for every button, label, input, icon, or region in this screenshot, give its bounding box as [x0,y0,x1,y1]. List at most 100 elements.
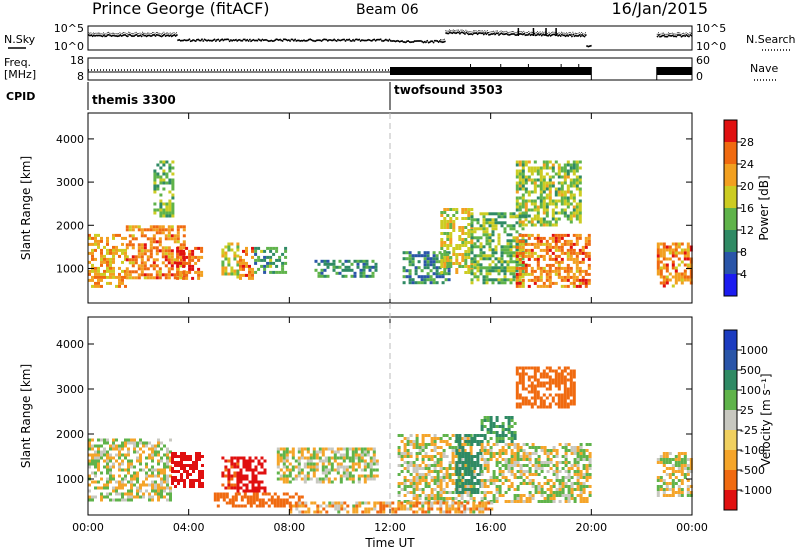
echo-cell [103,495,106,499]
echo-cell [515,390,519,394]
echo-cell [167,276,171,280]
echo-cell [458,434,462,437]
echo-cell [197,270,201,274]
echo-cell [278,270,282,274]
echo-cell [495,500,499,503]
echo-cell [321,471,325,475]
echo-cell [515,402,519,406]
echo-cell [346,510,350,514]
echo-cell [585,473,589,476]
echo-cell [382,510,386,514]
echo-cell [552,473,556,476]
echo-cell [656,269,660,273]
echo-cell [260,456,264,460]
echo-cell [153,187,157,191]
echo-cell [467,229,471,232]
echo-cell [179,246,183,250]
echo-cell [469,449,473,452]
echo-cell [318,459,322,463]
echo-cell [224,266,228,270]
echo-cell [524,187,528,191]
echo-cell [510,470,514,473]
echo-cell [563,175,567,179]
echo-cell [560,187,564,191]
echo-cell [482,278,486,282]
echo-cell [446,256,450,259]
echo-cell [439,497,443,500]
echo-cell [536,242,540,246]
echo-cell [445,467,449,470]
echo-cell [125,267,129,271]
echo-cell [521,251,525,255]
echo-cell [503,212,507,216]
echo-cell [351,465,355,469]
echo-cell [492,497,496,500]
echo-cell [494,251,498,255]
echo-cell [449,241,453,244]
echo-cell [239,456,243,460]
echo-cell [282,459,286,463]
echo-cell [445,510,449,514]
echo-cell [677,257,681,261]
echo-cell [173,258,177,262]
echo-cell [464,211,468,214]
echo-cell [91,263,94,267]
echo-cell [460,497,464,500]
echo-cell [180,458,183,461]
echo-cell [94,471,97,475]
echo-cell [569,196,573,200]
echo-cell [554,369,558,373]
echo-cell [518,233,522,237]
echo-cell [170,255,174,259]
echo-cell [503,266,507,270]
echo-cell [230,459,234,463]
echo-cell [415,494,419,497]
echo-cell [170,258,174,262]
echo-cell [415,501,419,505]
echo-cell [152,237,156,241]
echo-cell [507,431,511,434]
echo-cell [276,501,280,505]
echo-cell [516,443,520,446]
echo-cell [430,504,434,508]
echo-cell [662,494,666,497]
echo-cell [166,492,169,496]
echo-cell [424,464,428,467]
echo-cell [97,245,100,249]
echo-cell [480,485,484,488]
echo-cell [521,366,525,370]
echo-cell [674,470,678,473]
echo-cell [479,272,483,276]
echo-cell [563,211,567,215]
echo-cell [248,459,252,463]
echo-cell [659,455,663,458]
echo-cell [149,255,153,259]
echo-cell [584,281,588,285]
echo-cell [160,492,163,496]
echo-cell [257,258,261,262]
echo-cell [479,257,483,261]
echo-cell [91,456,94,460]
echo-cell [671,488,675,491]
echo-cell [454,507,458,511]
echo-cell [421,443,425,446]
echo-cell [467,250,471,253]
echo-cell [171,479,174,482]
echo-cell [575,214,579,218]
echo-cell [411,278,415,282]
echo-cell [548,178,552,182]
echo-cell [159,208,163,212]
echo-cell [483,458,487,461]
echo-cell [545,278,549,282]
echo-cell [539,239,543,243]
echo-cell [121,453,124,457]
echo-cell [358,501,362,505]
echo-cell [112,254,115,258]
echo-cell [125,273,129,277]
echo-cell [157,468,160,472]
echo-cell [551,239,555,243]
echo-cell [448,446,452,449]
echo-cell [560,169,564,173]
echo-cell [659,485,663,488]
echo-cell [536,284,540,288]
